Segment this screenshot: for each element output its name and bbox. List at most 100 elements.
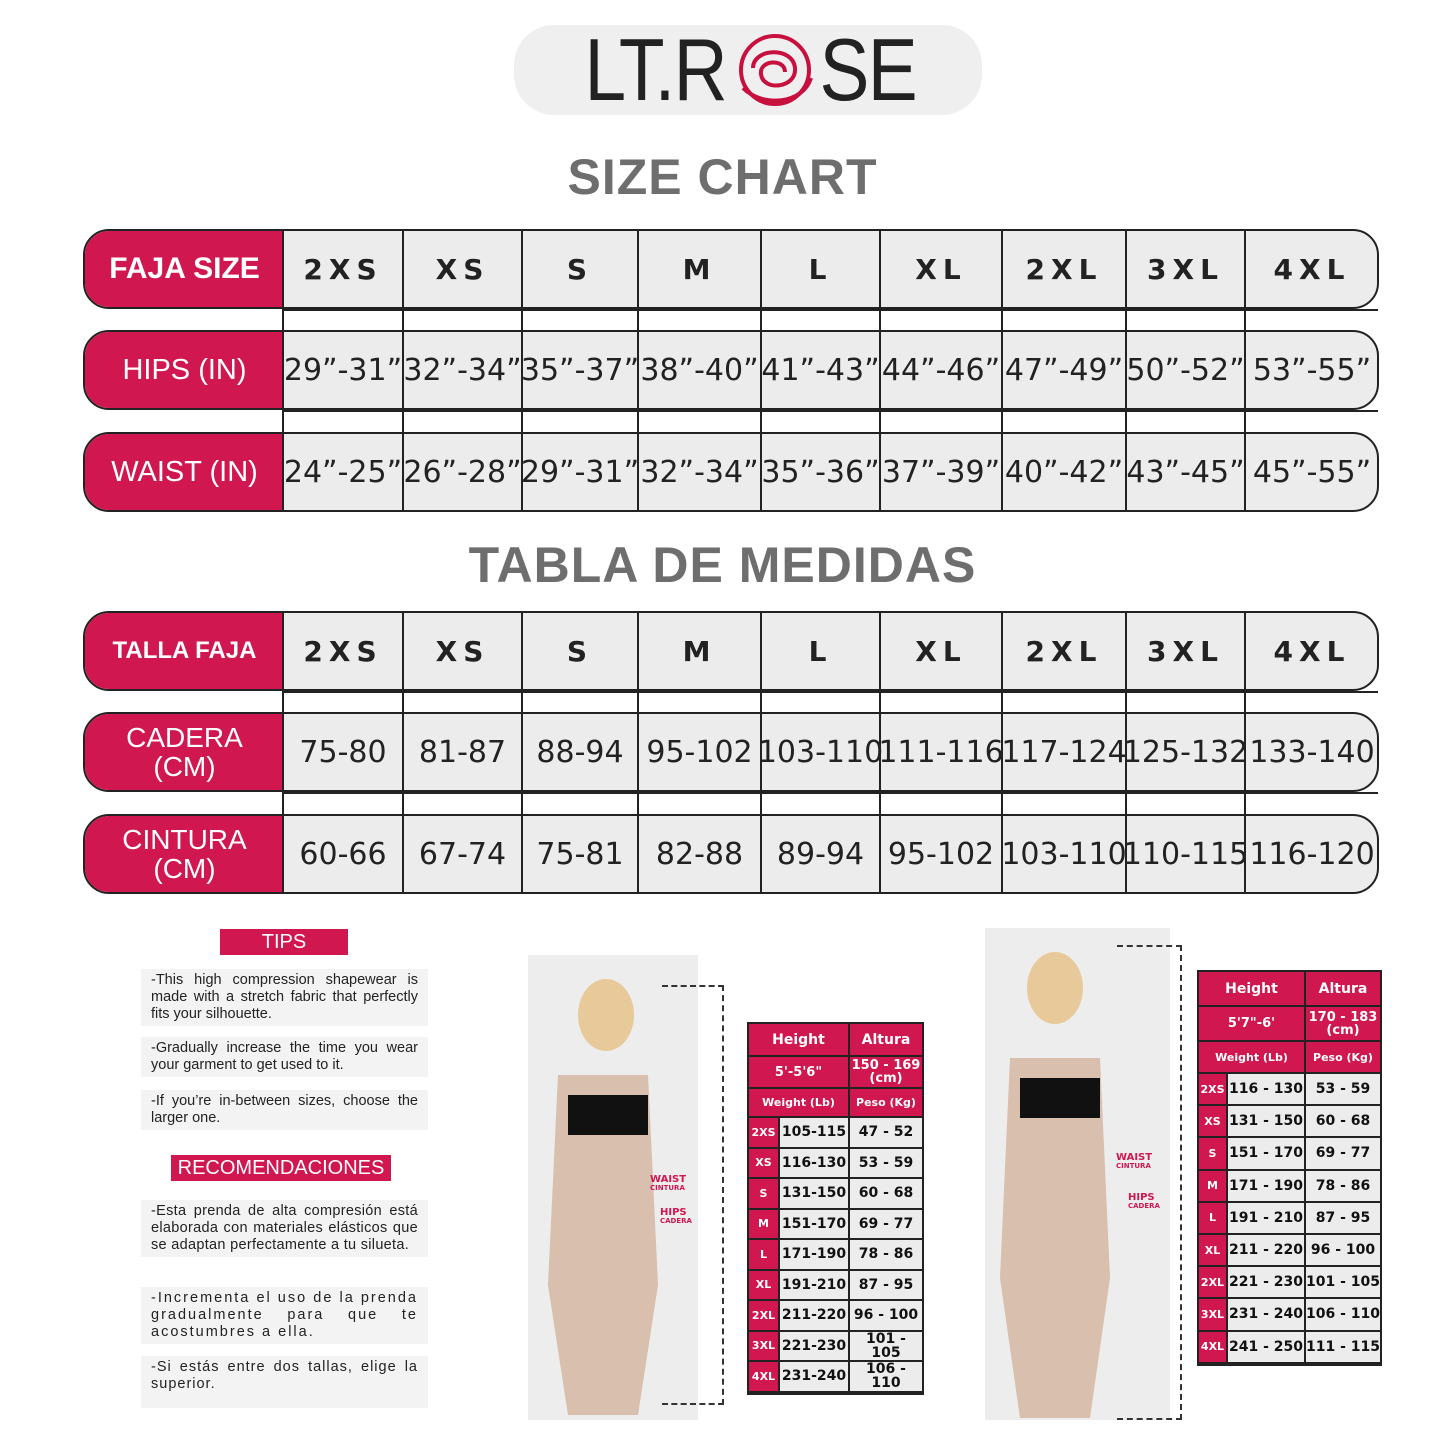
measure-dashed-frame: [662, 985, 724, 1405]
table-cell: 75-81: [521, 816, 637, 892]
table-cell: 4XL: [1244, 231, 1377, 307]
row-connector: [402, 410, 521, 432]
table-cell: 32”-34”: [637, 434, 760, 510]
header-cell: Weight (Lb): [1199, 1042, 1304, 1072]
model-silhouette-icon: [1000, 952, 1110, 1418]
row-connector: [760, 691, 879, 712]
header-cell: Height: [1199, 972, 1304, 1005]
weight-cell: 171 - 190: [1228, 1170, 1304, 1201]
row-connector: [1125, 792, 1244, 814]
kg-cell: 87 - 95: [1306, 1202, 1380, 1233]
header-cell: Weight (Lb): [749, 1089, 848, 1116]
table-cell: 44”-46”: [879, 332, 1001, 408]
size-chart-title: SIZE CHART: [567, 149, 878, 205]
kg-cell: 69 - 77: [1306, 1138, 1380, 1169]
table-cell: 110-115: [1123, 816, 1248, 892]
weight-cell: 211-220: [780, 1301, 848, 1330]
brand-logo: LT.R SE: [514, 25, 982, 115]
row-connector: [1244, 309, 1378, 330]
table-cell: 43”-45”: [1125, 434, 1245, 510]
table-cell: XS: [402, 613, 521, 689]
table-cell: 81-87: [402, 714, 521, 790]
table-cell: M: [637, 613, 760, 689]
weight-cell: 231-240: [780, 1362, 848, 1391]
table-cell: 133-140: [1244, 714, 1377, 790]
kg-cell: 106 - 110: [850, 1362, 922, 1391]
row-connector: [637, 410, 760, 432]
table-cell: 75-80: [282, 714, 402, 790]
weight-cell: 116-130: [780, 1148, 848, 1177]
table-cell: 29”-31”: [521, 434, 639, 510]
row-connector: [760, 410, 879, 432]
size-cell: 2XS: [1199, 1074, 1226, 1105]
row-connector: [760, 309, 879, 330]
weight-cell: 231 - 240: [1228, 1299, 1304, 1330]
row-connector: [637, 792, 760, 814]
header-cell: Peso (Kg): [1306, 1042, 1380, 1072]
table-cell: 125-132: [1123, 714, 1248, 790]
recomendaciones-heading: RECOMENDACIONES: [171, 1155, 391, 1181]
row-connector: [521, 410, 637, 432]
row-connector: [879, 410, 1001, 432]
table-cell: 2XL: [1001, 613, 1125, 689]
tip-item: -This high compression shapewear is made…: [141, 969, 428, 1026]
row-connector: [1125, 309, 1244, 330]
row-connector: [1001, 792, 1125, 814]
header-cell: 170 - 183 (cm): [1306, 1007, 1380, 1040]
row-connector: [1001, 410, 1125, 432]
size-cell: 3XL: [749, 1331, 778, 1360]
row-connector: [521, 792, 637, 814]
table-cell: 111-116: [878, 714, 1004, 790]
size-cell: 4XL: [1199, 1331, 1226, 1362]
table-cell: 53”-55”: [1244, 332, 1377, 408]
size-cell: M: [749, 1209, 778, 1238]
size-cell: 3XL: [1199, 1299, 1226, 1330]
measure-dashed-frame: [1117, 945, 1182, 1420]
model-silhouette-icon: [548, 979, 658, 1415]
weight-cell: 221 - 230: [1228, 1267, 1304, 1298]
row-connector: [282, 691, 402, 712]
header-cell: Peso (Kg): [850, 1089, 922, 1116]
weight-cell: 171-190: [780, 1240, 848, 1269]
row-connector: [1125, 691, 1244, 712]
row-label: WAIST (IN): [85, 434, 284, 510]
header-cell: Height: [749, 1024, 848, 1055]
table-cell: 116-120: [1244, 816, 1377, 892]
table-cell: 89-94: [760, 816, 879, 892]
table-cell: 82-88: [637, 816, 760, 892]
table-row: TALLA FAJA 2XS XS S M L XL 2XL 3XL 4XL: [83, 611, 1379, 691]
row-label: HIPS (IN): [85, 332, 284, 408]
size-cell: 2XL: [749, 1301, 778, 1330]
kg-cell: 101 - 105: [850, 1331, 922, 1360]
table-cell: 24”-25”: [282, 434, 402, 510]
table-cell: 3XL: [1125, 613, 1244, 689]
row-connector: [1244, 792, 1378, 814]
table-cell: 3XL: [1125, 231, 1244, 307]
table-cell: L: [760, 613, 879, 689]
table-cell: 67-74: [402, 816, 521, 892]
size-cell: M: [1199, 1170, 1226, 1201]
table-cell: 117-124: [1001, 714, 1127, 790]
weight-cell: 131-150: [780, 1179, 848, 1208]
table-cell: L: [760, 231, 879, 307]
weight-cell: 191-210: [780, 1270, 848, 1299]
table-cell: 45”-55”: [1244, 434, 1377, 510]
kg-cell: 106 - 110: [1306, 1299, 1380, 1330]
table-cell: 2XS: [282, 613, 402, 689]
header-cell: Altura: [1306, 972, 1380, 1005]
size-cell: XL: [749, 1270, 778, 1299]
kg-cell: 96 - 100: [850, 1301, 922, 1330]
table-cell: 95-102: [637, 714, 760, 790]
kg-cell: 69 - 77: [850, 1209, 922, 1238]
row-connector: [1001, 691, 1125, 712]
weight-cell: 116 - 130: [1228, 1074, 1304, 1105]
model-photo-1: [528, 955, 698, 1420]
table-cell: 38”-40”: [637, 332, 760, 408]
weight-cell: 151 - 170: [1228, 1138, 1304, 1169]
weight-table: Height Altura 5'-5'6" 150 - 169 (cm) Weight …: [747, 1022, 924, 1395]
tip-item: -Gradually increase the time you wear yo…: [141, 1037, 428, 1077]
row-connector: [402, 691, 521, 712]
row-label: CINTURA (CM): [85, 816, 284, 892]
weight-cell: 105-115: [780, 1118, 848, 1147]
weight-cell: 211 - 220: [1228, 1235, 1304, 1266]
